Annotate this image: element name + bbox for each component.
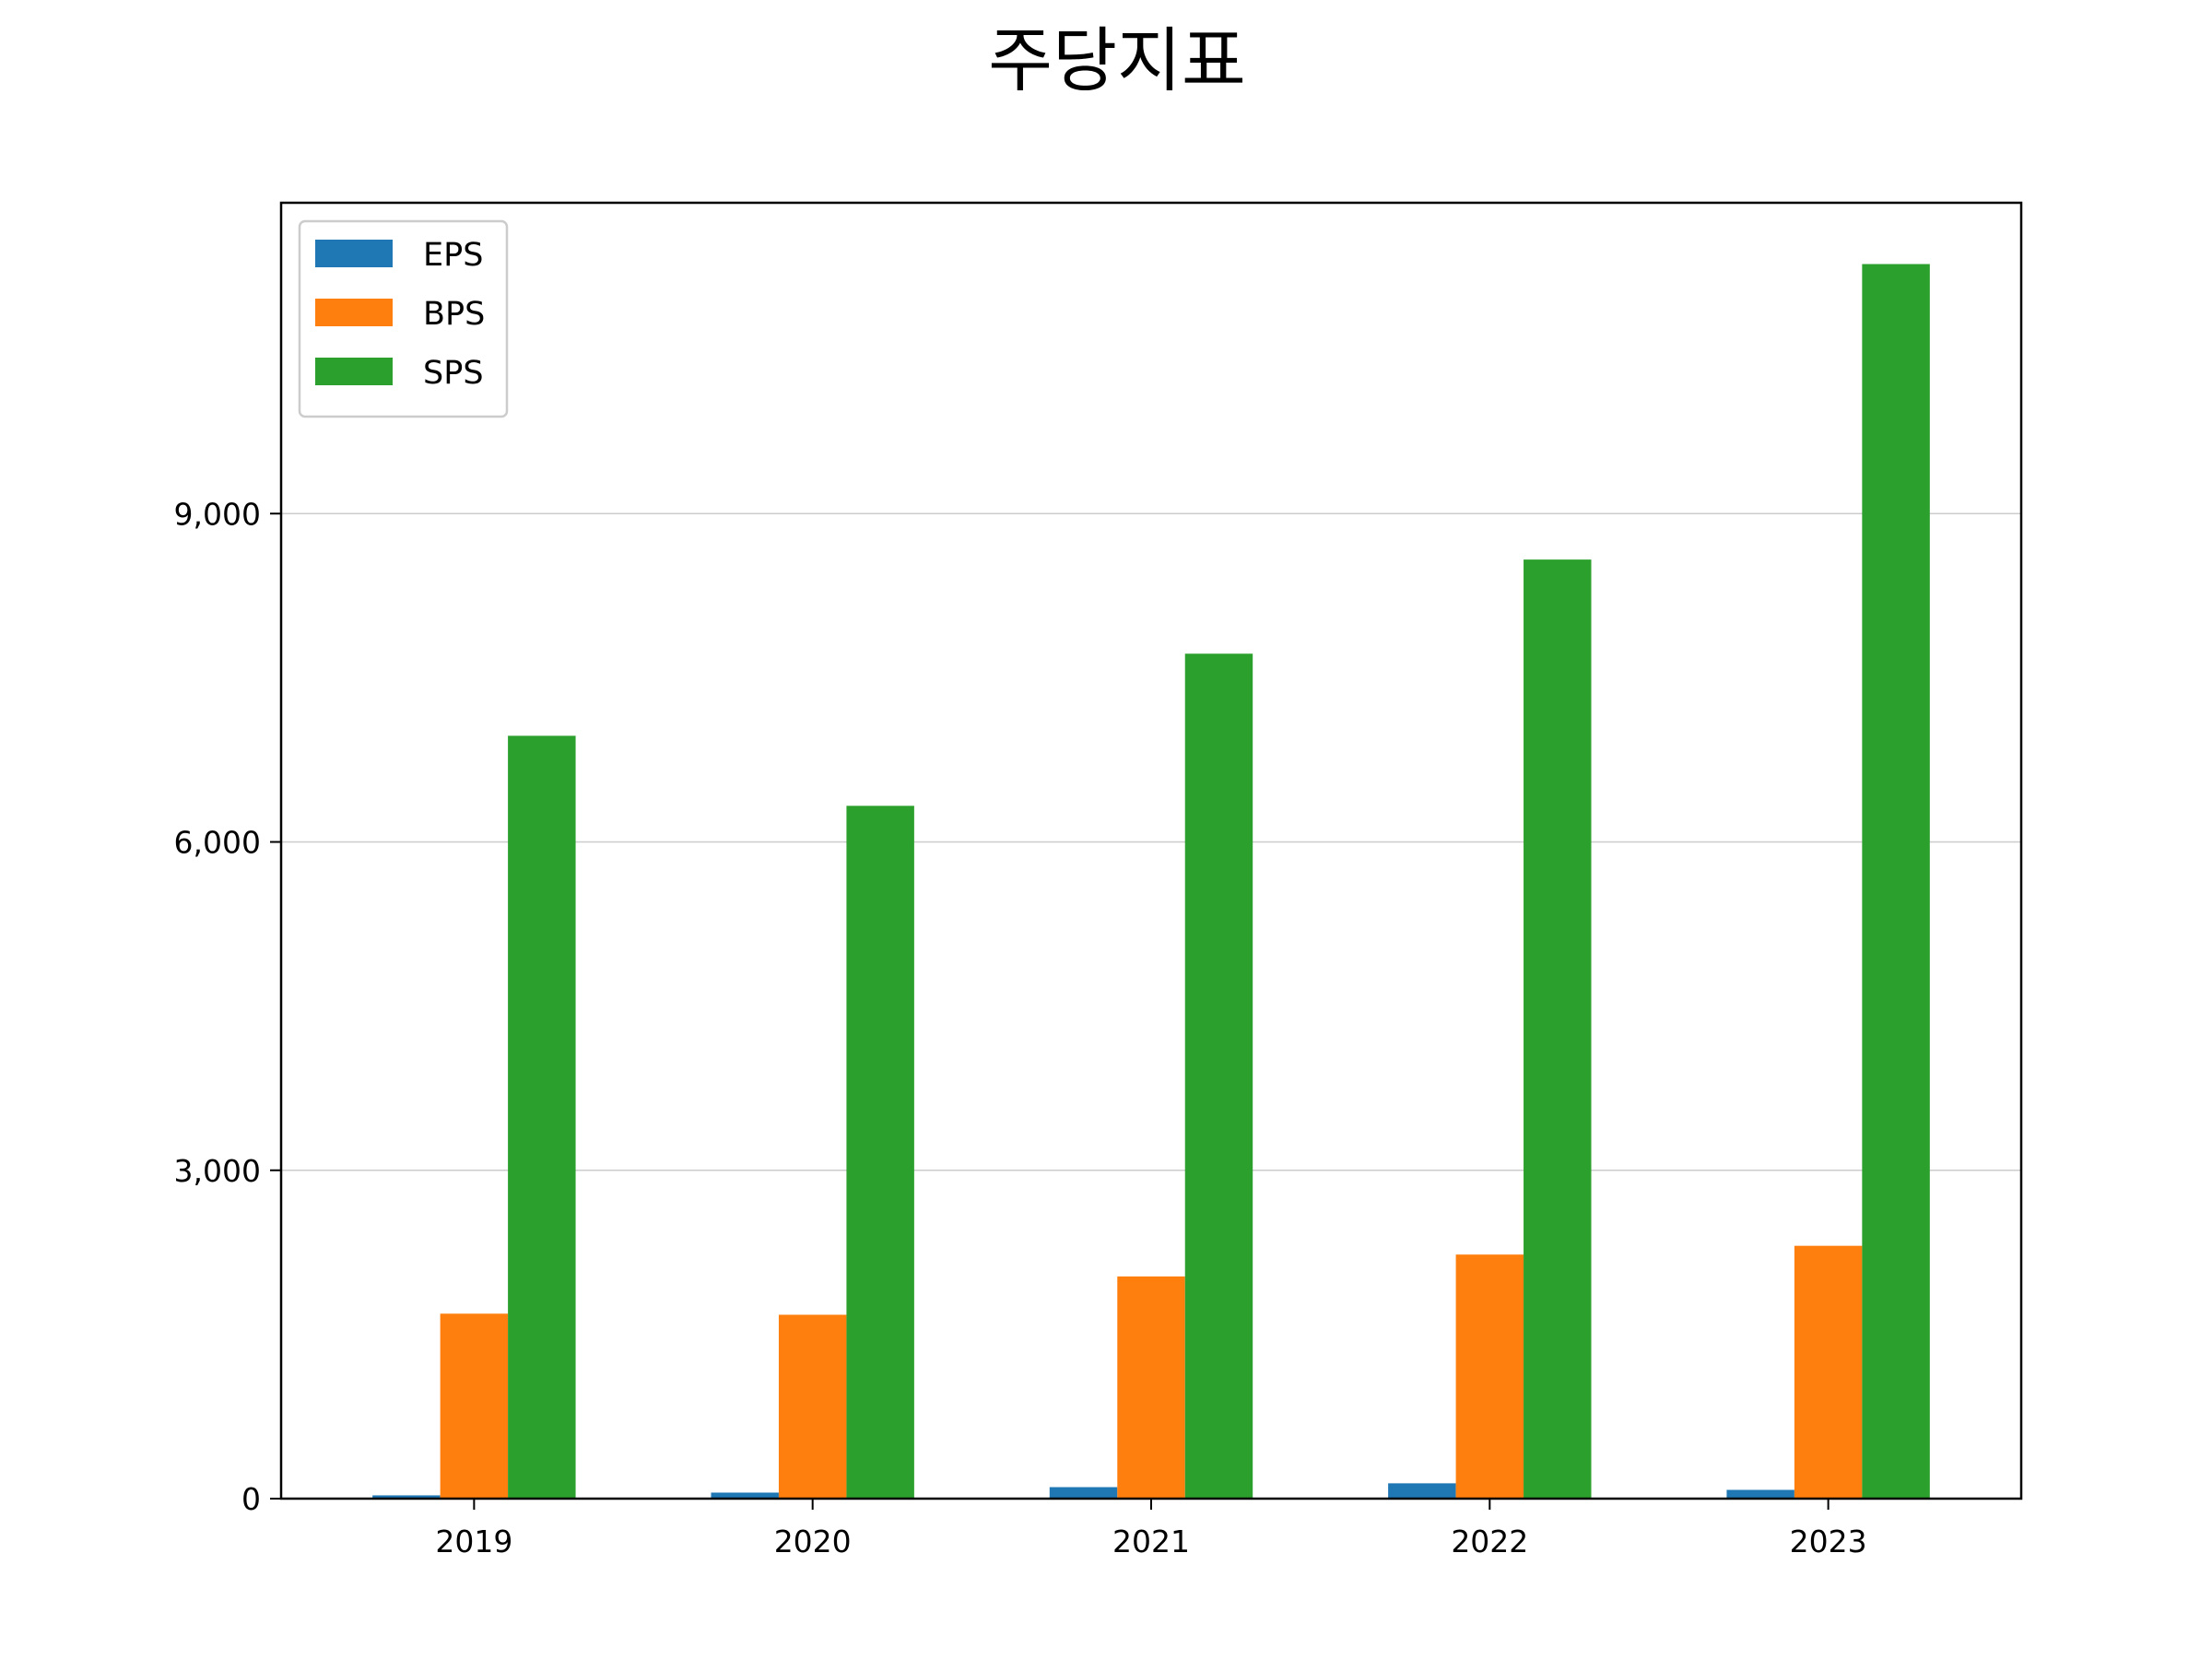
x-tick-label: 2022 [1451, 1524, 1528, 1559]
bar-sps-2021 [1184, 653, 1253, 1499]
bar-eps-2019 [372, 1495, 441, 1499]
y-tick-label: 6,000 [174, 825, 261, 861]
bar-eps-2021 [1049, 1487, 1118, 1499]
bar-bps-2023 [1794, 1245, 1863, 1499]
x-tick-label: 2020 [774, 1524, 852, 1559]
bar-bps-2021 [1117, 1276, 1185, 1499]
bar-bps-2020 [778, 1314, 847, 1499]
chart-title: 주당지표 [988, 19, 1246, 101]
bar-bps-2022 [1455, 1254, 1524, 1499]
bar-sps-2019 [508, 735, 576, 1499]
bar-sps-2022 [1524, 559, 1592, 1499]
y-tick-label: 9,000 [174, 496, 261, 532]
x-tick-label: 2021 [1112, 1524, 1190, 1559]
bar-bps-2019 [440, 1313, 509, 1499]
x-tick-label: 2019 [435, 1524, 512, 1559]
legend-label-bps: BPS [423, 296, 485, 333]
legend-label-sps: SPS [423, 355, 484, 392]
bar-sps-2023 [1862, 264, 1930, 1499]
x-tick-label: 2023 [1790, 1524, 1867, 1559]
bar-sps-2020 [846, 806, 914, 1499]
legend: EPS BPS SPS [298, 219, 509, 418]
y-tick-label: 0 [241, 1481, 261, 1517]
bars [372, 264, 1930, 1499]
y-axis-ticks: 0 3,000 6,000 9,000 [174, 496, 281, 1517]
x-axis-ticks: 2019 2020 2021 2022 2023 [435, 1499, 1867, 1559]
y-tick-label: 3,000 [174, 1153, 261, 1189]
legend-label-eps: EPS [423, 237, 483, 274]
bar-eps-2020 [711, 1492, 779, 1499]
legend-swatch-eps [315, 240, 393, 267]
bar-eps-2022 [1388, 1483, 1456, 1499]
legend-swatch-sps [315, 358, 393, 385]
bar-eps-2023 [1726, 1489, 1794, 1499]
legend-swatch-bps [315, 299, 393, 326]
